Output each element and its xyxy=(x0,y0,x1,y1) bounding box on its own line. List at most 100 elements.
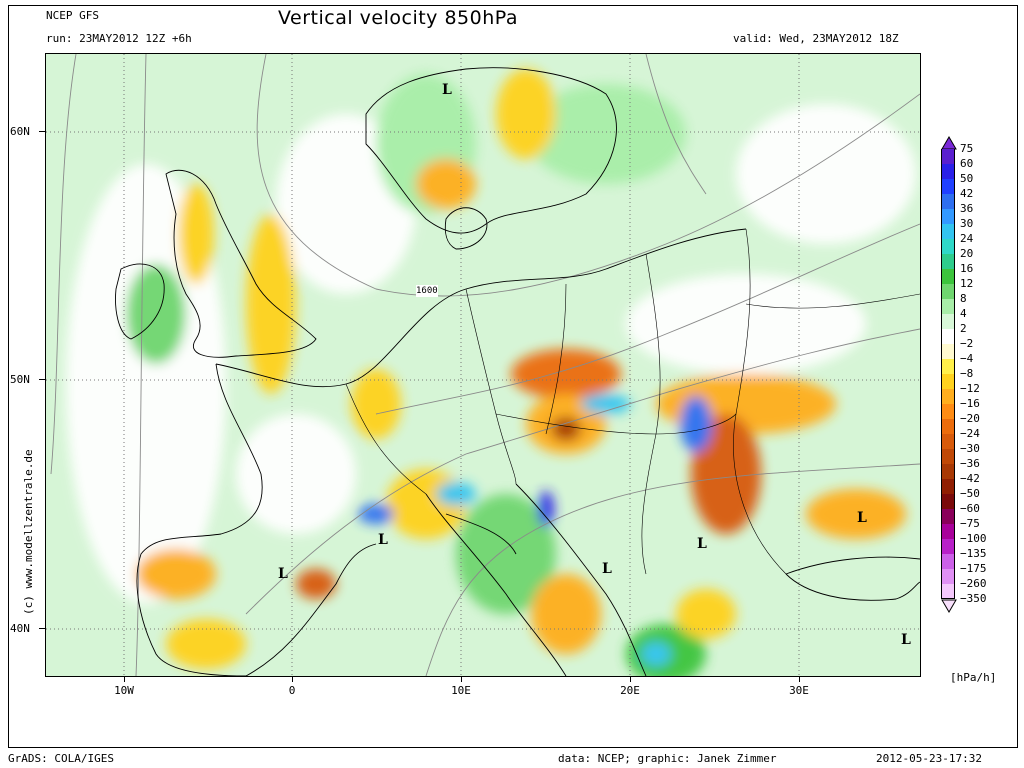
lon-label-20e: 20E xyxy=(620,684,640,697)
colorbar-level-label: −50 xyxy=(960,487,980,500)
colorbar-cell xyxy=(941,509,955,524)
colorbar-bottom-arrow xyxy=(941,599,957,613)
colorbar-level-label: 16 xyxy=(960,262,974,275)
lat-tick xyxy=(39,379,45,380)
colorbar-level-label: 50 xyxy=(960,172,974,185)
lat-tick xyxy=(39,628,45,629)
chart-frame xyxy=(8,5,1018,748)
low-pressure-marker: L xyxy=(697,536,707,552)
colorbar-level-label: −12 xyxy=(960,382,980,395)
lat-tick xyxy=(39,131,45,132)
chart-title: Vertical velocity 850hPa xyxy=(278,7,519,29)
low-pressure-marker: L xyxy=(602,561,612,577)
colorbar-cell xyxy=(941,524,955,539)
colorbar-cell xyxy=(941,464,955,479)
colorbar-level-label: 12 xyxy=(960,277,974,290)
colorbar-level-label: −8 xyxy=(960,367,974,380)
valid-label: valid: Wed, 23MAY2012 18Z xyxy=(733,32,899,45)
colorbar-cell xyxy=(941,479,955,494)
lon-label-0: 0 xyxy=(288,684,296,697)
credit-text: (c) www.modellzentrale.de xyxy=(22,449,35,615)
lon-tick xyxy=(630,677,631,682)
colorbar-level-label: −30 xyxy=(960,442,980,455)
footer-timestamp: 2012-05-23-17:32 xyxy=(876,752,982,765)
colorbar-cell xyxy=(941,149,955,164)
colorbar-cell xyxy=(941,164,955,179)
colorbar-level-label: −60 xyxy=(960,502,980,515)
lon-tick xyxy=(799,677,800,682)
lat-label-40n: 40N xyxy=(10,622,30,635)
colorbar-cell xyxy=(941,239,955,254)
colorbar-level-label: −4 xyxy=(960,352,974,365)
colorbar-cell xyxy=(941,584,955,599)
lat-label-60n: 60N xyxy=(10,125,30,138)
colorbar-level-label: −350 xyxy=(960,592,987,605)
colorbar-cell xyxy=(941,284,955,299)
lon-tick xyxy=(461,677,462,682)
lon-label-10w: 10W xyxy=(114,684,134,697)
colorbar-cell xyxy=(941,209,955,224)
colorbar-level-label: 2 xyxy=(960,322,967,335)
colorbar-level-label: −2 xyxy=(960,337,974,350)
colorbar-top-arrow xyxy=(941,136,957,150)
colorbar-level-label: −135 xyxy=(960,547,987,560)
colorbar-cell xyxy=(941,254,955,269)
low-pressure-marker: L xyxy=(442,82,452,98)
colorbar-level-label: −42 xyxy=(960,472,980,485)
colorbar-cell xyxy=(941,404,955,419)
colorbar-unit: [hPa/h] xyxy=(950,671,997,684)
lon-tick xyxy=(124,677,125,682)
lon-label-10e: 10E xyxy=(451,684,471,697)
colorbar-level-label: 75 xyxy=(960,142,974,155)
colorbar-level-label: −24 xyxy=(960,427,980,440)
geopotential-contours xyxy=(50,54,920,676)
colorbar-level-label: −75 xyxy=(960,517,980,530)
colorbar-cell xyxy=(941,359,955,374)
colorbar-cell xyxy=(941,374,955,389)
colorbar-level-label: −20 xyxy=(960,412,980,425)
low-pressure-marker: L xyxy=(378,532,388,548)
colorbar-cell xyxy=(941,329,955,344)
colorbar-level-label: −260 xyxy=(960,577,987,590)
isobar-label: 1600 xyxy=(416,285,438,297)
low-pressure-marker: L xyxy=(901,632,911,648)
colorbar-level-label: 24 xyxy=(960,232,974,245)
colorbar-level-label: −100 xyxy=(960,532,987,545)
footer-source: data: NCEP; graphic: Janek Zimmer xyxy=(558,752,777,765)
colorbar-level-label: 30 xyxy=(960,217,974,230)
colorbar-level-label: −36 xyxy=(960,457,980,470)
model-label: NCEP GFS xyxy=(46,9,99,22)
colorbar-level-label: 4 xyxy=(960,307,967,320)
colorbar-level-label: 42 xyxy=(960,187,974,200)
colorbar-cell xyxy=(941,224,955,239)
run-label: run: 23MAY2012 12Z +6h xyxy=(46,32,192,45)
colorbar-cell xyxy=(941,419,955,434)
low-pressure-marker: L xyxy=(278,566,288,582)
colorbar xyxy=(941,149,955,599)
colorbar-cell xyxy=(941,269,955,284)
lat-label-50n: 50N xyxy=(10,373,30,386)
coastlines xyxy=(115,67,920,676)
colorbar-cell xyxy=(941,434,955,449)
colorbar-cell xyxy=(941,539,955,554)
lon-tick xyxy=(292,677,293,682)
colorbar-level-label: 8 xyxy=(960,292,967,305)
colorbar-cell xyxy=(941,194,955,209)
colorbar-cell xyxy=(941,494,955,509)
low-pressure-marker: L xyxy=(857,510,867,526)
colorbar-level-label: −175 xyxy=(960,562,987,575)
colorbar-cell xyxy=(941,299,955,314)
colorbar-cell xyxy=(941,389,955,404)
lon-label-30e: 30E xyxy=(789,684,809,697)
colorbar-level-label: 60 xyxy=(960,157,974,170)
graticule xyxy=(46,54,920,676)
colorbar-level-label: 20 xyxy=(960,247,974,260)
colorbar-cell xyxy=(941,554,955,569)
footer-software: GrADS: COLA/IGES xyxy=(8,752,114,765)
map-field xyxy=(46,54,920,676)
map-area: L L L L L L L 1600 xyxy=(45,53,921,677)
colorbar-level-label: −16 xyxy=(960,397,980,410)
colorbar-cell xyxy=(941,314,955,329)
colorbar-cell xyxy=(941,179,955,194)
colorbar-cell xyxy=(941,569,955,584)
